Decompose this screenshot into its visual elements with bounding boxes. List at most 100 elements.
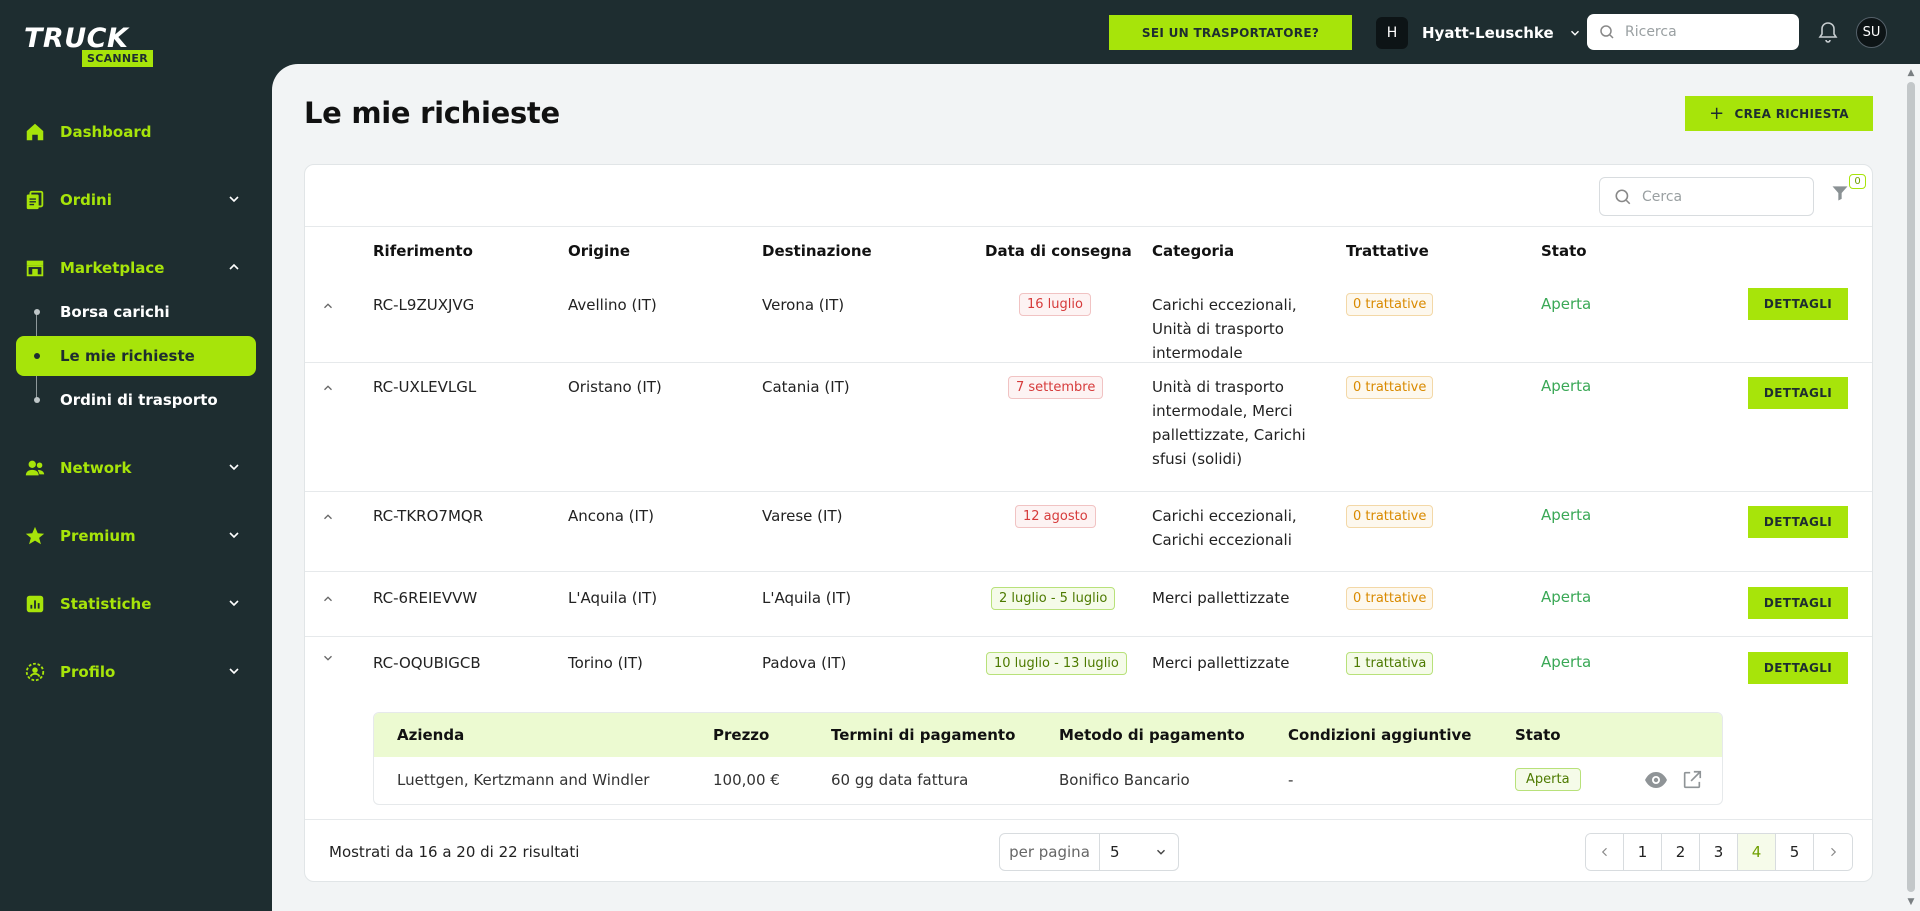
nav-label: Profilo xyxy=(60,663,116,681)
per-page-label: per pagina xyxy=(1000,834,1100,870)
nav-ordini[interactable]: Ordini xyxy=(24,185,254,215)
details-button[interactable]: DETTAGLI xyxy=(1748,377,1848,409)
page-button-4[interactable]: 4 xyxy=(1738,834,1776,870)
cell-origin: Torino (IT) xyxy=(568,654,643,672)
table-row[interactable]: RC-TKRO7MQR Ancona (IT) Varese (IT) 12 a… xyxy=(305,492,1872,572)
scrollbar[interactable]: ▲ ▼ xyxy=(1902,64,1920,911)
bell-icon[interactable] xyxy=(1816,20,1840,44)
nav-label: Marketplace xyxy=(60,259,165,277)
company-name: Hyatt-Leuschke xyxy=(1422,23,1554,42)
table-row[interactable]: RC-L9ZUXJVG Avellino (IT) Verona (IT) 16… xyxy=(305,265,1872,363)
table-search[interactable] xyxy=(1599,177,1814,216)
chevron-up-icon xyxy=(229,263,239,270)
create-request-button[interactable]: + CREA RICHIESTA xyxy=(1685,96,1873,131)
divider xyxy=(305,819,1872,820)
nav-statistiche[interactable]: Statistiche xyxy=(24,589,254,619)
col-header-riferimento[interactable]: Riferimento xyxy=(373,242,473,260)
subnav-borsa-carichi[interactable]: Borsa carichi xyxy=(16,292,256,332)
subnav-label: Ordini di trasporto xyxy=(60,391,218,409)
col-header-trattative[interactable]: Trattative xyxy=(1346,242,1429,260)
company-avatar: H xyxy=(1376,16,1408,49)
subnav-le-mie-richieste[interactable]: Le mie richieste xyxy=(16,336,256,376)
table-row-expanded[interactable]: RC-OQUBIGCB Torino (IT) Padova (IT) 10 l… xyxy=(305,637,1872,819)
chevron-up-icon[interactable] xyxy=(321,299,335,313)
chevron-down-icon[interactable] xyxy=(321,651,335,665)
per-page-select[interactable]: per pagina 5 xyxy=(999,833,1179,871)
company-selector[interactable]: H Hyatt-Leuschke xyxy=(1376,15,1582,50)
prev-page-button[interactable] xyxy=(1586,834,1624,870)
nav-dashboard[interactable]: Dashboard xyxy=(24,117,254,147)
chevron-down-icon xyxy=(229,532,239,539)
nav-label: Statistiche xyxy=(60,595,152,613)
logo[interactable]: TRUCK SCANNER xyxy=(24,24,168,70)
pagination: 1 2 3 4 5 xyxy=(1585,833,1853,871)
sub-status-badge: Aperta xyxy=(1515,768,1581,791)
nav-network[interactable]: Network xyxy=(24,453,254,483)
sub-cell-price: 100,00 € xyxy=(713,771,780,789)
plus-icon: + xyxy=(1709,103,1725,124)
subnav-label: Borsa carichi xyxy=(60,303,170,321)
eye-icon[interactable] xyxy=(1644,770,1668,790)
sub-col-prezzo: Prezzo xyxy=(713,726,770,744)
col-header-categoria[interactable]: Categoria xyxy=(1152,242,1235,260)
nav-marketplace[interactable]: Marketplace xyxy=(24,253,254,283)
details-button[interactable]: DETTAGLI xyxy=(1748,652,1848,684)
details-button[interactable]: DETTAGLI xyxy=(1748,288,1848,320)
main-content: Le mie richieste + CREA RICHIESTA 0 Rife… xyxy=(272,64,1902,911)
divider xyxy=(305,226,1872,227)
bullet-dot xyxy=(34,353,40,359)
nav-label: Ordini xyxy=(60,191,112,209)
negotiations-badge: 1 trattativa xyxy=(1346,652,1434,675)
col-header-data-consegna[interactable]: Data di consegna xyxy=(985,242,1132,260)
page-button-1[interactable]: 1 xyxy=(1624,834,1662,870)
scroll-down-arrow[interactable]: ▼ xyxy=(1907,897,1915,907)
page-title: Le mie richieste xyxy=(304,96,560,130)
top-search[interactable] xyxy=(1587,14,1799,50)
date-badge: 16 luglio xyxy=(1019,293,1091,316)
cell-ref: RC-TKRO7MQR xyxy=(373,507,484,525)
date-badge: 12 agosto xyxy=(1015,505,1096,528)
col-header-destinazione[interactable]: Destinazione xyxy=(762,242,872,260)
cell-origin: Ancona (IT) xyxy=(568,507,654,525)
scroll-up-arrow[interactable]: ▲ xyxy=(1907,68,1915,78)
chevron-up-icon[interactable] xyxy=(321,592,335,606)
search-icon xyxy=(1615,188,1631,204)
chevron-up-icon[interactable] xyxy=(321,510,335,524)
page-button-2[interactable]: 2 xyxy=(1662,834,1700,870)
chevron-down-icon xyxy=(229,196,239,203)
table-row[interactable]: RC-6REIEVVW L'Aquila (IT) L'Aquila (IT) … xyxy=(305,572,1872,637)
negotiations-badge: 0 trattative xyxy=(1346,505,1434,528)
details-button[interactable]: DETTAGLI xyxy=(1748,587,1848,619)
col-header-origine[interactable]: Origine xyxy=(568,242,631,260)
scroll-thumb[interactable] xyxy=(1907,82,1915,892)
sub-col-azienda: Azienda xyxy=(397,726,465,744)
results-summary: Mostrati da 16 a 20 di 22 risultati xyxy=(329,843,580,861)
user-avatar[interactable]: SU xyxy=(1856,17,1887,48)
status-text: Aperta xyxy=(1541,653,1592,671)
page-button-5[interactable]: 5 xyxy=(1776,834,1814,870)
filter-icon xyxy=(1832,186,1848,201)
cell-ref: RC-UXLEVLGL xyxy=(373,378,477,396)
chevron-up-icon[interactable] xyxy=(321,381,335,395)
details-button[interactable]: DETTAGLI xyxy=(1748,506,1848,538)
status-text: Aperta xyxy=(1541,295,1592,313)
top-search-input[interactable] xyxy=(1625,24,1775,40)
filter-button[interactable]: 0 xyxy=(1830,174,1866,207)
subnav-ordini-trasporto[interactable]: Ordini di trasporto xyxy=(16,380,256,420)
date-badge: 7 settembre xyxy=(1008,376,1104,399)
page-button-3[interactable]: 3 xyxy=(1700,834,1738,870)
external-link-icon[interactable] xyxy=(1681,769,1703,791)
negotiations-subtable: Azienda Prezzo Termini di pagamento Meto… xyxy=(373,712,1723,805)
carrier-button[interactable]: SEI UN TRASPORTATORE? xyxy=(1109,15,1352,50)
create-request-label: CREA RICHIESTA xyxy=(1734,106,1849,121)
col-header-stato[interactable]: Stato xyxy=(1541,242,1587,260)
cell-ref: RC-6REIEVVW xyxy=(373,589,478,607)
chevron-down-icon xyxy=(229,464,239,471)
sub-col-stato: Stato xyxy=(1515,726,1561,744)
nav-profilo[interactable]: Profilo xyxy=(24,657,254,687)
table-row[interactable]: RC-UXLEVLGL Oristano (IT) Catania (IT) 7… xyxy=(305,363,1872,492)
table-search-input[interactable] xyxy=(1642,188,1792,205)
bullet-dot xyxy=(34,309,40,315)
nav-premium[interactable]: Premium xyxy=(24,521,254,551)
next-page-button[interactable] xyxy=(1814,834,1852,870)
